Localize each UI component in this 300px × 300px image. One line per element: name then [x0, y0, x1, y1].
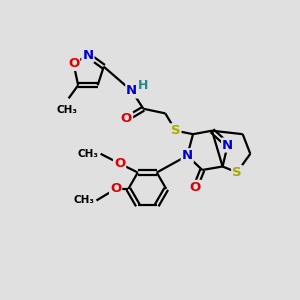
Text: CH₃: CH₃ [78, 149, 99, 159]
Text: O: O [68, 57, 79, 70]
Text: N: N [82, 49, 94, 62]
Text: O: O [121, 112, 132, 125]
Text: S: S [171, 124, 181, 137]
Text: O: O [190, 181, 201, 194]
Text: N: N [126, 85, 137, 98]
Text: O: O [114, 157, 125, 170]
Text: N: N [222, 139, 233, 152]
Text: O: O [110, 182, 121, 195]
Text: N: N [182, 149, 193, 162]
Text: CH₃: CH₃ [57, 105, 78, 115]
Text: S: S [232, 166, 242, 179]
Text: H: H [138, 79, 148, 92]
Text: CH₃: CH₃ [74, 196, 94, 206]
